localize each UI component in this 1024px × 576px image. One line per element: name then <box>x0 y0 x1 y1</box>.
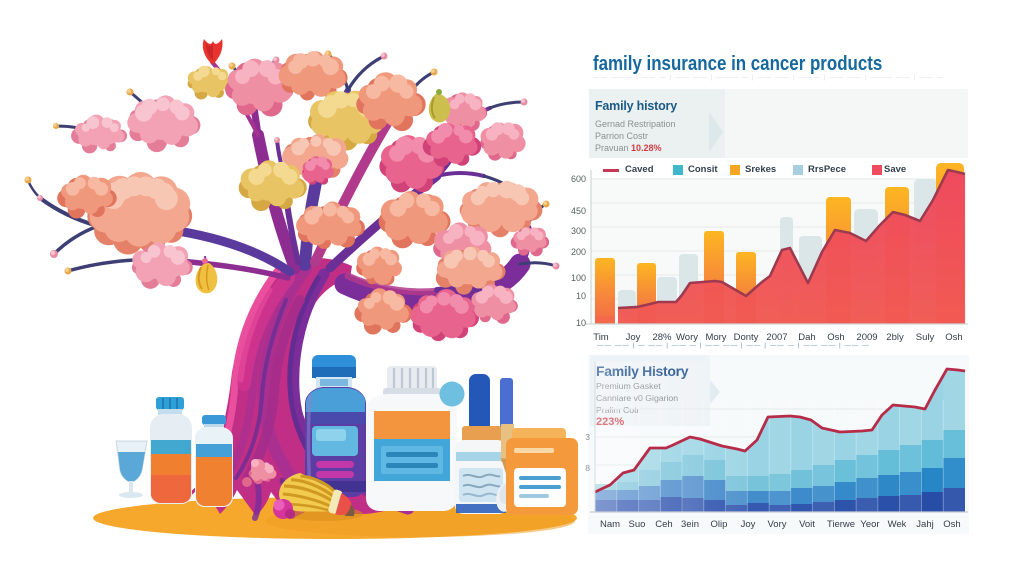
svg-text:Joy: Joy <box>626 332 641 343</box>
svg-text:Donty: Donty <box>734 332 759 343</box>
svg-text:Jahj: Jahj <box>916 519 933 530</box>
svg-text:Voit: Voit <box>799 519 815 530</box>
svg-text:8: 8 <box>585 463 590 473</box>
svg-text:Yeor: Yeor <box>860 519 879 530</box>
svg-text:Olip: Olip <box>711 519 728 530</box>
svg-text:10: 10 <box>576 318 586 328</box>
svg-text:Joy: Joy <box>741 519 756 530</box>
svg-text:Osh: Osh <box>945 332 962 343</box>
svg-text:3: 3 <box>585 432 590 442</box>
svg-text:Mory: Mory <box>705 332 726 343</box>
svg-text:Osh: Osh <box>827 332 844 343</box>
svg-text:100: 100 <box>571 273 586 283</box>
svg-text:Nam: Nam <box>600 519 620 530</box>
svg-text:300: 300 <box>571 226 586 236</box>
svg-text:450: 450 <box>571 206 586 216</box>
svg-text:Suo: Suo <box>629 519 646 530</box>
svg-text:Osh: Osh <box>943 519 960 530</box>
svg-text:2009: 2009 <box>856 332 877 343</box>
svg-text:Ceh: Ceh <box>655 519 672 530</box>
svg-text:Tierwe: Tierwe <box>827 519 855 530</box>
svg-text:2007: 2007 <box>766 332 787 343</box>
svg-text:Vory: Vory <box>767 519 786 530</box>
svg-text:10: 10 <box>576 291 586 301</box>
svg-text:Wory: Wory <box>676 332 698 343</box>
svg-text:28%: 28% <box>652 332 672 343</box>
svg-text:200: 200 <box>571 247 586 257</box>
svg-text:3ein: 3ein <box>681 519 699 530</box>
svg-text:600: 600 <box>571 174 586 184</box>
svg-text:Tim: Tim <box>593 332 609 343</box>
svg-text:Suly: Suly <box>916 332 935 343</box>
svg-text:Wek: Wek <box>888 519 907 530</box>
svg-text:2bly: 2bly <box>886 332 904 343</box>
svg-text:Dah: Dah <box>798 332 815 343</box>
